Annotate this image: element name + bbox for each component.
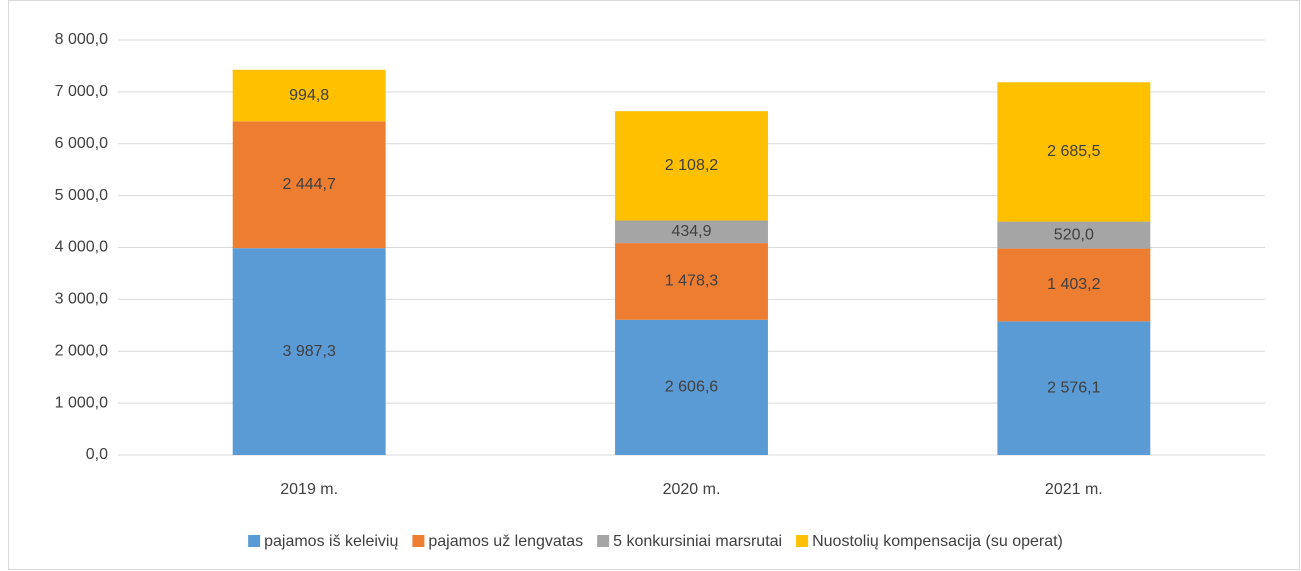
bar-segment	[997, 248, 1151, 322]
bar-segment	[615, 243, 768, 320]
legend-swatch	[597, 535, 610, 547]
bar-segment	[997, 221, 1151, 249]
legend-swatch	[796, 535, 809, 547]
data-label: 3 987,3	[282, 343, 335, 360]
data-label: 2 606,6	[665, 379, 718, 396]
legend-swatch	[412, 535, 425, 547]
x-tick-label: 2019 m.	[280, 481, 338, 498]
data-label: 1 403,2	[1047, 276, 1100, 293]
y-tick-label: 5 000,0	[55, 187, 108, 204]
y-tick-label: 4 000,0	[55, 239, 108, 256]
bar-segment	[232, 248, 386, 455]
x-tick-label: 2020 m.	[663, 481, 721, 498]
y-tick-label: 1 000,0	[55, 394, 108, 411]
bar-segment	[997, 321, 1151, 455]
legend-swatch	[248, 535, 261, 547]
data-label: 994,8	[289, 87, 329, 104]
bar-segment	[232, 69, 386, 122]
data-label: 2 444,7	[282, 176, 335, 193]
x-tick-label: 2021 m.	[1045, 481, 1103, 498]
y-tick-label: 0,0	[86, 446, 108, 463]
bar-segment	[615, 111, 768, 221]
legend-label: pajamos už lengvatas	[428, 533, 583, 550]
data-label: 434,9	[671, 223, 711, 240]
legend-label: 5 konkursiniai marsrutai	[613, 533, 782, 550]
data-label: 2 685,5	[1047, 143, 1100, 160]
y-tick-label: 8 000,0	[55, 31, 108, 48]
legend-label: Nuostolių kompensacija (su operat)	[812, 533, 1063, 550]
y-tick-label: 7 000,0	[55, 83, 108, 100]
data-label: 2 108,2	[665, 157, 718, 174]
bar-segment	[232, 121, 386, 249]
data-label: 1 478,3	[665, 273, 718, 290]
bar-segment	[615, 319, 768, 455]
data-label: 520,0	[1054, 226, 1094, 243]
y-tick-label: 6 000,0	[55, 135, 108, 152]
bar-segment	[615, 220, 768, 244]
data-label: 2 576,1	[1047, 379, 1100, 396]
y-tick-label: 3 000,0	[55, 291, 108, 308]
legend-label: pajamos iš keleivių	[264, 533, 398, 550]
bar-segment	[997, 82, 1151, 222]
y-tick-label: 2 000,0	[55, 342, 108, 359]
